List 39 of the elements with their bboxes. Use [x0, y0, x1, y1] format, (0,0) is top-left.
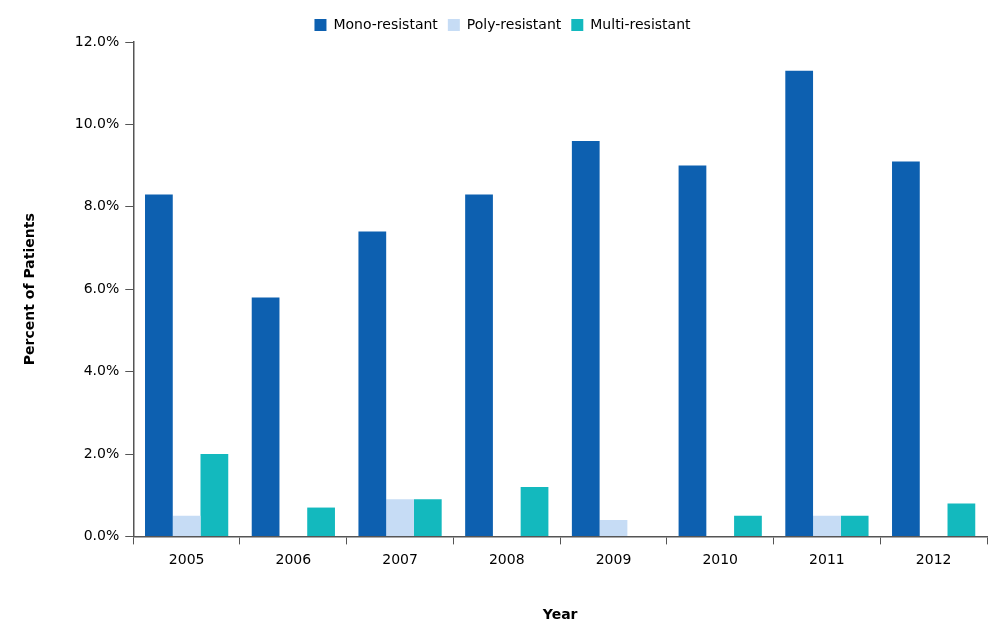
bar	[413, 499, 442, 536]
bar	[813, 515, 841, 536]
y-tick-label: 4.0%	[83, 362, 120, 379]
bar	[172, 515, 201, 536]
x-tick-label: 2005	[168, 551, 205, 568]
y-tick-label: 12.0%	[74, 32, 120, 49]
x-tick-label: 2012	[915, 551, 952, 568]
y-tick-label: 10.0%	[74, 115, 120, 132]
bar	[251, 297, 280, 536]
bar	[358, 231, 387, 536]
bar	[386, 499, 414, 536]
legend-label: Multi-resistant	[590, 15, 692, 32]
legend-label: Mono-resistant	[333, 15, 439, 32]
x-tick-label: 2007	[382, 551, 418, 568]
bar	[599, 519, 628, 536]
x-axis-title: Year	[541, 606, 578, 623]
x-tick-label: 2006	[275, 551, 312, 568]
y-tick-label: 0.0%	[83, 527, 120, 544]
y-tick-label: 8.0%	[83, 197, 120, 214]
bar	[678, 165, 707, 536]
y-tick-label: 2.0%	[83, 444, 120, 461]
bar	[947, 503, 976, 536]
legend-label: Poly-resistant	[466, 15, 562, 32]
y-axis-title: Percent of Patients	[21, 213, 38, 366]
x-tick-label: 2010	[702, 551, 739, 568]
bar	[892, 161, 920, 536]
bar	[307, 507, 335, 536]
bar	[200, 454, 229, 536]
bar	[785, 70, 814, 536]
bar	[465, 194, 493, 536]
x-tick-label: 2011	[809, 551, 845, 568]
x-tick-label: 2009	[595, 551, 632, 568]
y-tick-label: 6.0%	[83, 279, 120, 296]
bar	[840, 515, 869, 536]
bar	[734, 515, 762, 536]
bar	[571, 140, 600, 536]
bar	[520, 486, 549, 536]
bar	[145, 194, 173, 536]
x-tick-label: 2008	[488, 551, 525, 568]
